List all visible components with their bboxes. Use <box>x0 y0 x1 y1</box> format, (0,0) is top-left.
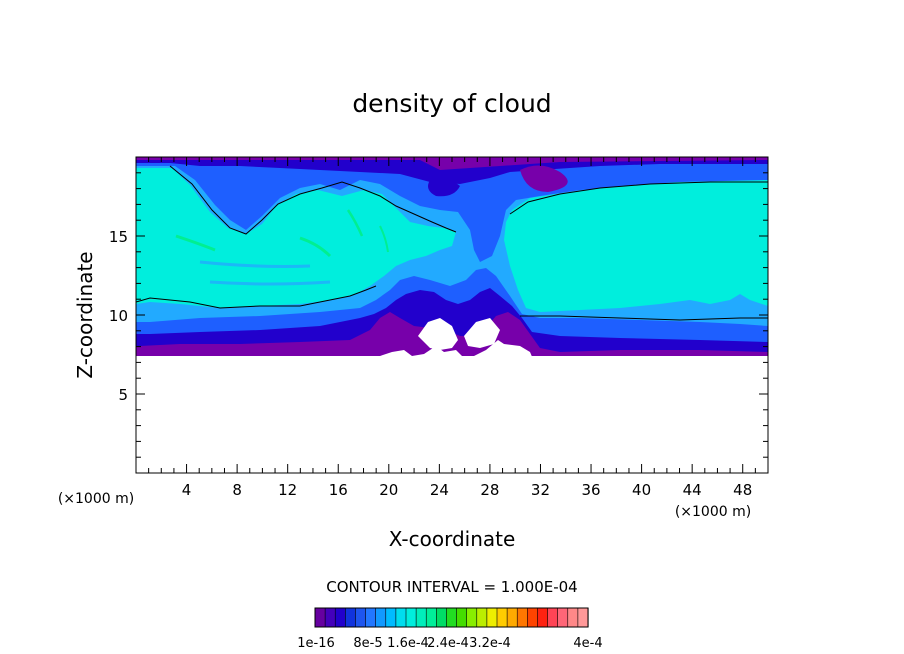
colorbar-swatch <box>577 607 589 628</box>
x-tick-label: 4 <box>182 481 192 499</box>
x-tick-label: 24 <box>430 481 449 499</box>
x-tick-label: 28 <box>480 481 499 499</box>
colorbar-swatch <box>547 607 559 628</box>
colorbar-swatch <box>405 607 417 628</box>
colorbar-swatch <box>324 607 336 628</box>
cloud-gap-1 <box>418 318 458 350</box>
contour-line-bottom-left <box>136 285 377 309</box>
colorbar <box>314 607 589 628</box>
colorbar-swatch <box>446 607 458 628</box>
colorbar-swatch <box>567 607 579 628</box>
x-tick-label: 20 <box>379 481 398 499</box>
colorbar-swatch <box>355 607 367 628</box>
contour-line-right <box>509 181 768 215</box>
colorbar-swatch <box>476 607 488 628</box>
density-streak-lblue-1 <box>199 260 311 268</box>
colorbar-label: 1.6e-4 <box>387 636 429 651</box>
y-unit-label: (×1000 m) <box>58 491 134 507</box>
density-streak-lblue-2 <box>209 280 331 286</box>
colorbar-labels: 1e-16 8e-5 1.6e-42.4e-4 3.2e-4 4e-4 <box>297 636 602 651</box>
colorbar-swatch <box>537 607 549 628</box>
density-field <box>136 157 768 366</box>
density-streak-green-2 <box>299 236 332 258</box>
x-tick-label: 44 <box>683 481 702 499</box>
y-tick-label: 10 <box>109 307 128 325</box>
density-streak-green-4 <box>379 225 389 253</box>
contour-interval-label: CONTOUR INTERVAL = 1.000E-04 <box>326 578 577 596</box>
contour-line-bottom-right <box>520 315 768 321</box>
colorbar-swatch <box>425 607 437 628</box>
colorbar-frame <box>314 607 589 628</box>
density-streak-green-3 <box>346 209 364 237</box>
colorbar-swatch <box>345 607 357 628</box>
colorbar-label: 3.2e-4 <box>469 636 511 651</box>
colorbar-swatch <box>466 607 478 628</box>
colorbar-swatch <box>334 607 346 628</box>
y-axis-ticks: 5 10 15 <box>109 172 768 458</box>
colorbar-swatch <box>496 607 508 628</box>
chart-title: density of cloud <box>352 89 551 118</box>
x-axis-title: X-coordinate <box>389 527 516 551</box>
x-tick-label: 48 <box>733 481 752 499</box>
colorbar-label: 2.4e-4 <box>427 636 469 651</box>
density-core-right <box>504 180 768 312</box>
cloud-gaps <box>136 318 768 473</box>
density-blob-purple-top <box>520 165 568 192</box>
colorbar-label: 4e-4 <box>573 636 602 651</box>
colorbar-swatch <box>506 607 518 628</box>
colorbar-swatch <box>385 607 397 628</box>
x-tick-label: 12 <box>278 481 297 499</box>
colorbar-swatch <box>527 607 539 628</box>
x-tick-label: 32 <box>531 481 550 499</box>
colorbar-swatch <box>557 607 569 628</box>
contour-line-left <box>169 165 457 235</box>
colorbar-swatch <box>415 607 427 628</box>
cloud-gap-3 <box>136 356 768 473</box>
y-axis-title: Z-coordinate <box>73 251 97 378</box>
x-tick-label: 36 <box>581 481 600 499</box>
density-blob-purple-top-2 <box>428 178 460 197</box>
cloud-gap-2 <box>464 318 500 348</box>
density-core-left <box>136 168 456 308</box>
x-tick-label: 8 <box>232 481 242 499</box>
y-tick-label: 15 <box>109 228 128 246</box>
colorbar-label: 1e-16 <box>297 636 335 651</box>
colorbar-swatch <box>314 607 326 628</box>
colorbar-swatch <box>375 607 387 628</box>
colorbar-swatch <box>395 607 407 628</box>
colorbar-swatch <box>456 607 468 628</box>
colorbar-label: 8e-5 <box>353 636 382 651</box>
colorbar-swatch <box>486 607 498 628</box>
colorbar-swatch <box>436 607 448 628</box>
x-unit-label: (×1000 m) <box>675 504 751 520</box>
x-tick-label: 16 <box>329 481 348 499</box>
density-streak-green-1 <box>175 234 216 252</box>
x-axis-ticks: 4 8 12 16 20 24 28 32 36 40 44 48 <box>148 157 756 499</box>
colorbar-swatch <box>516 607 528 628</box>
colorbar-swatch <box>365 607 377 628</box>
y-tick-label: 5 <box>118 386 128 404</box>
x-tick-label: 40 <box>632 481 651 499</box>
